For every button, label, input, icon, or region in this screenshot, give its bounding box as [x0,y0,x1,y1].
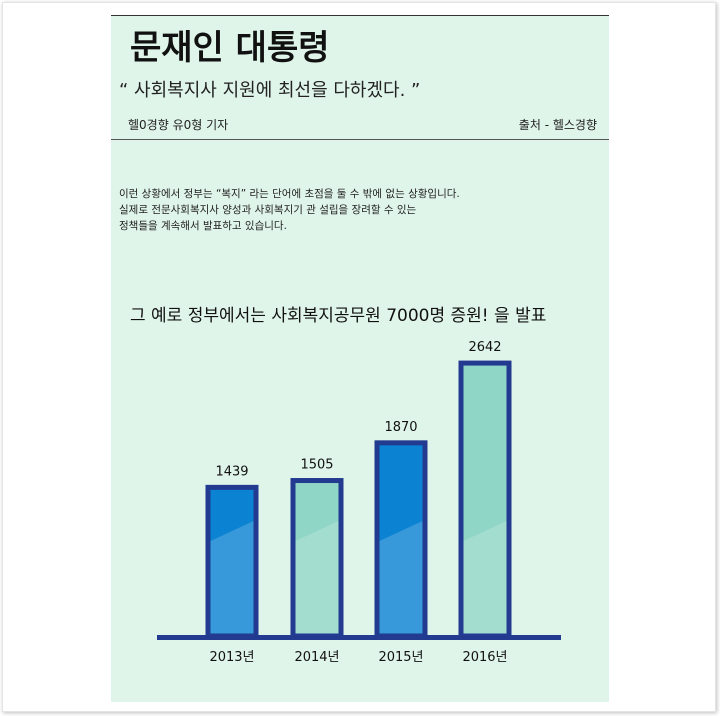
bar-shade [379,521,423,634]
bar-value-label: 1870 [384,420,417,435]
bar-group: 1439 2013년 [205,464,259,665]
chart-headline: 그 예로 정부에서는 사회복지공무원 7000명 증원! 을 발표 [130,306,547,326]
bar-group: 2642 2016년 [458,340,512,665]
article-card: 문재인 대통령 “ 사회복지사 지원에 최선을 다하겠다. ” 헬0경향 유0형… [111,15,609,702]
body-line: 실제로 전문사회복지사 양성과 사회복지기 관 설립을 장려할 수 있는 [119,204,417,216]
bar-value-label: 1505 [300,458,333,473]
article-body: 이런 상황에서 정부는 “복지” 라는 단어에 초점을 둘 수 밖에 없는 상황… [119,186,460,234]
bar-group: 1505 2014년 [290,458,344,665]
article-source: 출처 - 헬스경향 [518,118,597,132]
article-byline: 헬0경향 유0형 기자 [128,118,229,132]
body-line: 이런 상황에서 정부는 “복지” 라는 단어에 초점을 둘 수 밖에 없는 상황… [119,188,460,200]
bar-shade [210,521,254,634]
bar-shade [295,521,339,634]
x-tick-label: 2016년 [462,650,507,665]
article-quote: “ 사회복지사 지원에 최선을 다하겠다. ” [119,80,421,101]
bar-group: 1870 2015년 [374,420,428,665]
bar [205,484,259,639]
x-tick-label: 2015년 [378,650,423,665]
x-tick-label: 2014년 [294,650,339,665]
body-line: 정책들을 계속해서 발표하고 있습니다. [119,220,287,232]
bar-value-label: 1439 [215,464,248,479]
article-title: 문재인 대통령 [130,28,330,68]
x-axis-baseline [157,635,561,640]
bar-value-label: 2642 [468,340,501,355]
divider [111,139,609,140]
bar [290,478,344,639]
bar-shade [463,521,507,634]
x-tick-label: 2013년 [209,650,254,665]
